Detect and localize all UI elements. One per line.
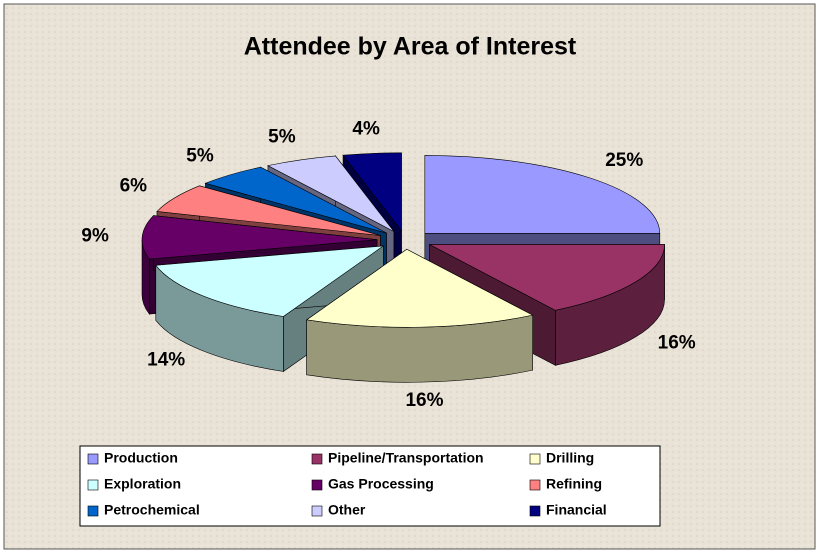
slice-top: [305, 248, 534, 328]
legend: [79, 445, 661, 527]
chart-title: Attendee by Area of Interest: [244, 33, 577, 61]
data-label: 4%: [352, 118, 380, 139]
data-label: 6%: [120, 175, 148, 196]
legend-swatch: [87, 453, 99, 465]
data-label: 25%: [605, 150, 643, 171]
slice-top: [424, 155, 661, 234]
legend-swatch: [87, 479, 99, 491]
slice-top: [156, 185, 381, 236]
legend-label: Gas Processing: [328, 476, 434, 492]
data-label: 5%: [186, 145, 214, 166]
slice-top: [429, 244, 665, 311]
legend-swatch: [529, 453, 541, 465]
legend-label: Other: [328, 502, 366, 518]
legend-swatch: [311, 505, 323, 517]
legend-label: Pipeline/Transportation: [328, 450, 484, 466]
data-label: 14%: [147, 350, 185, 371]
slice-top: [141, 215, 378, 260]
legend-label: Exploration: [104, 476, 181, 492]
legend-label: Drilling: [546, 450, 594, 466]
legend-swatch: [529, 479, 541, 491]
legend-items: Production Pipeline/Transportation Drillin…: [87, 450, 607, 518]
slice: [305, 248, 534, 383]
slice-top: [342, 152, 402, 232]
legend-label: Refining: [546, 476, 602, 492]
legend-label: Production: [104, 450, 178, 466]
legend-label: Financial: [546, 502, 607, 518]
legend-swatch: [311, 479, 323, 491]
data-label: 16%: [658, 332, 696, 353]
slice-top: [267, 155, 395, 232]
legend-swatch: [529, 505, 541, 517]
data-label: 16%: [405, 390, 443, 411]
legend-swatch: [311, 453, 323, 465]
legend-label: Petrochemical: [104, 502, 200, 518]
slice-top: [155, 245, 385, 317]
slice-top: [204, 166, 387, 234]
pie: 25% 16% 16% 14% 9% 6% 5% 5% 4%: [81, 118, 695, 411]
data-label: 9%: [81, 226, 109, 247]
legend-swatch: [87, 505, 99, 517]
data-label: 5%: [268, 127, 296, 148]
